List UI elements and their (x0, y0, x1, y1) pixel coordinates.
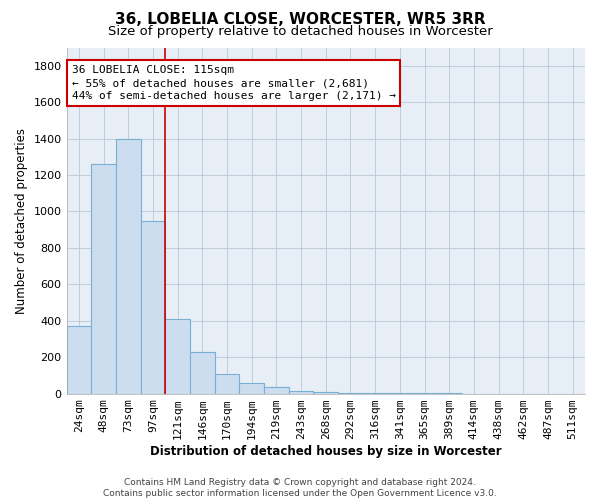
Bar (190, 352, 215, 394)
X-axis label: Distribution of detached houses by size in Worcester: Distribution of detached houses by size … (150, 444, 502, 458)
Bar (67, 326, 91, 394)
Bar (91, 164, 116, 394)
Text: 36, LOBELIA CLOSE, WORCESTER, WR5 3RR: 36, LOBELIA CLOSE, WORCESTER, WR5 3RR (115, 12, 485, 28)
Y-axis label: Number of detached properties: Number of detached properties (15, 128, 28, 314)
Bar (140, 220, 165, 394)
Text: Contains HM Land Registry data © Crown copyright and database right 2024.
Contai: Contains HM Land Registry data © Crown c… (103, 478, 497, 498)
Bar (363, 393, 388, 394)
Bar (289, 391, 313, 394)
Bar (165, 319, 190, 394)
Bar (215, 374, 239, 394)
Bar (313, 392, 338, 394)
Bar (116, 138, 140, 394)
Text: 36 LOBELIA CLOSE: 115sqm
← 55% of detached houses are smaller (2,681)
44% of sem: 36 LOBELIA CLOSE: 115sqm ← 55% of detach… (72, 65, 396, 101)
Text: Size of property relative to detached houses in Worcester: Size of property relative to detached ho… (107, 25, 493, 38)
Bar (264, 387, 289, 394)
Bar (239, 382, 264, 394)
Bar (338, 392, 363, 394)
